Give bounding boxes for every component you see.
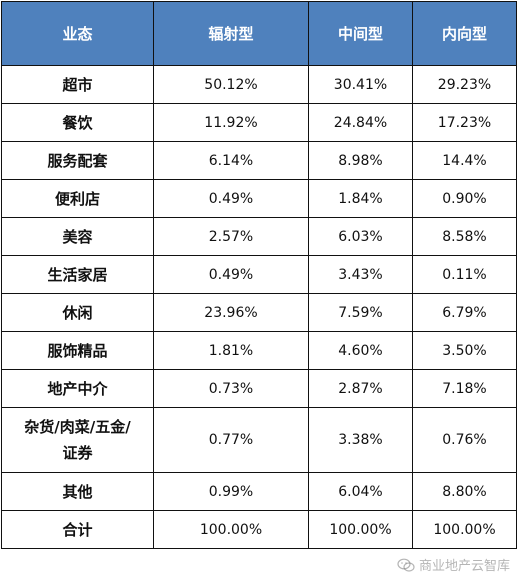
cell-intermediate: 7.59% — [308, 293, 413, 332]
cell-radial: 100.00% — [153, 510, 309, 549]
cell-intermediate: 1.84% — [308, 179, 413, 218]
header-intermediate: 中间型 — [308, 1, 413, 66]
table-row: 超市 50.12% 30.41% 29.23% — [1, 65, 517, 104]
table-row: 服饰精品 1.81% 4.60% 3.50% — [1, 331, 517, 370]
header-inward: 内向型 — [412, 1, 517, 66]
table-row-total: 合计 100.00% 100.00% 100.00% — [1, 510, 517, 549]
watermark-text: 商业地产云智库 — [418, 559, 510, 574]
wechat-icon — [397, 558, 415, 572]
cell-inward: 14.4% — [412, 141, 517, 180]
cell-inward: 6.79% — [412, 293, 517, 332]
table-row: 餐饮 11.92% 24.84% 17.23% — [1, 103, 517, 142]
table-row: 便利店 0.49% 1.84% 0.90% — [1, 179, 517, 218]
cell-intermediate: 4.60% — [308, 331, 413, 370]
header-category: 业态 — [1, 1, 154, 66]
header-row: 业态 辐射型 中间型 内向型 — [1, 1, 517, 66]
cell-inward: 0.90% — [412, 179, 517, 218]
row-category: 便利店 — [1, 179, 154, 218]
row-category-line-2: 证券 — [62, 444, 93, 462]
cell-radial: 6.14% — [153, 141, 309, 180]
row-category: 生活家居 — [1, 255, 154, 294]
cell-radial: 11.92% — [153, 103, 309, 142]
cell-inward: 7.18% — [412, 369, 517, 408]
cell-intermediate: 3.38% — [308, 407, 413, 473]
watermark: 商业地产云智库 — [397, 555, 510, 574]
cell-radial: 50.12% — [153, 65, 309, 104]
cell-intermediate: 8.98% — [308, 141, 413, 180]
table-row: 地产中介 0.73% 2.87% 7.18% — [1, 369, 517, 408]
retail-format-table: 业态 辐射型 中间型 内向型 超市 50.12% 30.41% 29.23% 餐… — [1, 1, 517, 549]
table-row: 杂货/肉菜/五金/ 证券 0.77% 3.38% 0.76% — [1, 407, 517, 473]
table-row: 休闲 23.96% 7.59% 6.79% — [1, 293, 517, 332]
cell-inward: 17.23% — [412, 103, 517, 142]
cell-intermediate: 30.41% — [308, 65, 413, 104]
header-radial: 辐射型 — [153, 1, 309, 66]
row-category: 地产中介 — [1, 369, 154, 408]
cell-radial: 0.77% — [153, 407, 309, 473]
cell-inward: 8.80% — [412, 472, 517, 511]
cell-intermediate: 3.43% — [308, 255, 413, 294]
cell-radial: 0.73% — [153, 369, 309, 408]
cell-radial: 0.49% — [153, 255, 309, 294]
row-category: 杂货/肉菜/五金/ 证券 — [1, 407, 154, 473]
row-category: 休闲 — [1, 293, 154, 332]
cell-inward: 100.00% — [412, 510, 517, 549]
cell-inward: 8.58% — [412, 217, 517, 256]
cell-intermediate: 100.00% — [308, 510, 413, 549]
row-category: 超市 — [1, 65, 154, 104]
cell-intermediate: 2.87% — [308, 369, 413, 408]
row-category: 服饰精品 — [1, 331, 154, 370]
table-row: 美容 2.57% 6.03% 8.58% — [1, 217, 517, 256]
cell-intermediate: 24.84% — [308, 103, 413, 142]
cell-intermediate: 6.04% — [308, 472, 413, 511]
row-category: 服务配套 — [1, 141, 154, 180]
row-category: 其他 — [1, 472, 154, 511]
row-category: 餐饮 — [1, 103, 154, 142]
table-row: 生活家居 0.49% 3.43% 0.11% — [1, 255, 517, 294]
row-category: 合计 — [1, 510, 154, 549]
row-category-line-1: 杂货/肉菜/五金/ — [24, 418, 131, 436]
cell-inward: 0.76% — [412, 407, 517, 473]
cell-radial: 0.49% — [153, 179, 309, 218]
cell-radial: 0.99% — [153, 472, 309, 511]
cell-inward: 3.50% — [412, 331, 517, 370]
table-row: 其他 0.99% 6.04% 8.80% — [1, 472, 517, 511]
cell-radial: 2.57% — [153, 217, 309, 256]
row-category: 美容 — [1, 217, 154, 256]
cell-radial: 1.81% — [153, 331, 309, 370]
cell-radial: 23.96% — [153, 293, 309, 332]
cell-inward: 29.23% — [412, 65, 517, 104]
cell-intermediate: 6.03% — [308, 217, 413, 256]
table-row: 服务配套 6.14% 8.98% 14.4% — [1, 141, 517, 180]
cell-inward: 0.11% — [412, 255, 517, 294]
